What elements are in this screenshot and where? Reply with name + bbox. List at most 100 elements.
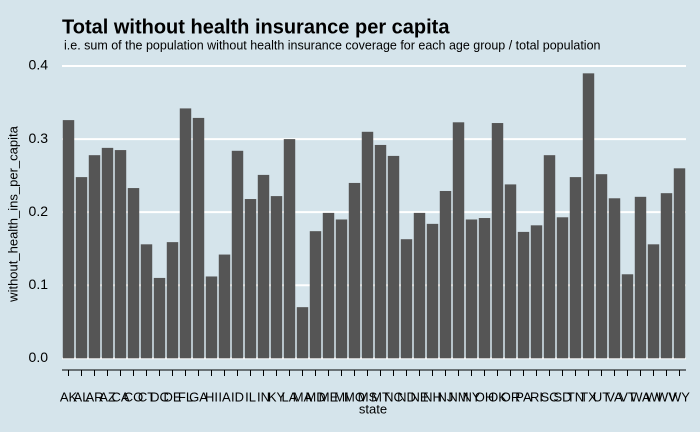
x-tick-label: PA [515, 389, 532, 404]
bar [426, 223, 439, 359]
bar [257, 174, 270, 359]
x-tick-label: WY [669, 389, 690, 404]
x-tick-label: OH [475, 389, 495, 404]
x-tick-label: AR [85, 389, 103, 404]
x-tick-label: TX [580, 389, 597, 404]
x-tick-label: MD [305, 389, 325, 404]
x-tick-label: LA [282, 389, 298, 404]
bar [348, 182, 361, 359]
y-tick-label: 0.4 [29, 57, 49, 73]
y-axis-label: without_health_ins_per_capita [5, 125, 20, 302]
x-tick-label: ME [319, 389, 339, 404]
bar [556, 217, 569, 359]
x-tick-label: MA [293, 389, 313, 404]
x-tick-label: NH [423, 389, 442, 404]
x-tick-label: DC [150, 389, 169, 404]
bar [595, 174, 608, 359]
bar [309, 231, 322, 359]
x-tick-label: WV [656, 389, 677, 404]
bar [140, 244, 153, 359]
x-tick-label: OR [501, 389, 521, 404]
bar [179, 108, 192, 359]
x-tick-label: VA [606, 389, 623, 404]
bar [517, 231, 530, 359]
bar [270, 196, 283, 359]
x-tick-label: WI [646, 389, 662, 404]
bar [647, 244, 660, 359]
x-tick-label: CT [138, 389, 155, 404]
bar [634, 196, 647, 359]
x-tick-label: ND [397, 389, 416, 404]
x-tick-label: SD [553, 389, 571, 404]
bar [387, 155, 400, 359]
bar [218, 254, 231, 359]
x-tick-label: NY [462, 389, 480, 404]
x-tick-label: SC [540, 389, 558, 404]
bar [504, 184, 517, 359]
x-tick-label: OK [488, 389, 507, 404]
x-tick-label: GA [189, 389, 208, 404]
chart-subtitle: i.e. sum of the population without healt… [64, 38, 601, 52]
bar [452, 122, 465, 359]
bar [166, 242, 179, 359]
bar [322, 212, 335, 359]
bar [465, 219, 478, 359]
bar [244, 199, 257, 359]
bar [361, 131, 374, 359]
x-tick-label: NE [410, 389, 428, 404]
bar [491, 123, 504, 359]
bar [101, 147, 114, 359]
bar [569, 177, 582, 359]
x-tick-label: CA [111, 389, 129, 404]
x-tick-label: ID [231, 389, 244, 404]
bar [231, 150, 244, 359]
x-tick-label: HI [205, 389, 218, 404]
bar [114, 150, 127, 359]
x-tick-label: AL [74, 389, 90, 404]
x-tick-label: IA [218, 389, 231, 404]
x-tick-label: IN [257, 389, 270, 404]
x-tick-label: AZ [99, 389, 116, 404]
x-tick-label: NC [384, 389, 403, 404]
x-tick-label: FL [178, 389, 193, 404]
x-tick-label: CO [124, 389, 144, 404]
bar [205, 276, 218, 359]
bar [374, 144, 387, 359]
x-tick-label: RI [530, 389, 543, 404]
y-tick-label: 0.3 [29, 130, 49, 146]
y-tick-label: 0.2 [29, 203, 49, 219]
bar [413, 212, 426, 359]
bar [88, 155, 101, 359]
x-tick-label: WA [630, 389, 651, 404]
bar [127, 188, 140, 359]
x-axis-label: state [359, 401, 387, 416]
bar [660, 193, 673, 359]
x-tick-label: MS [358, 389, 378, 404]
bar [439, 190, 452, 359]
x-tick-label: VT [619, 389, 636, 404]
x-tick-label: NJ [438, 389, 454, 404]
x-tick-label: MO [344, 389, 365, 404]
bar [543, 155, 556, 359]
bar [478, 218, 491, 359]
x-tick-label: AK [60, 389, 78, 404]
x-tick-label: NM [448, 389, 468, 404]
bar [400, 239, 413, 359]
bar [621, 274, 634, 359]
y-tick-label: 0.1 [29, 276, 49, 292]
bar [335, 219, 348, 359]
x-tick-label: KY [268, 389, 286, 404]
bar [62, 120, 75, 359]
x-tick-label: MI [334, 389, 348, 404]
bar [296, 307, 309, 359]
bar [582, 73, 595, 359]
bar [153, 277, 166, 359]
bar [530, 225, 543, 359]
chart-title: Total without health insurance per capit… [62, 16, 450, 38]
y-tick-label: 0.0 [29, 349, 49, 365]
bar [673, 168, 686, 359]
x-tick-label: MT [371, 389, 390, 404]
x-tick-label: DE [163, 389, 181, 404]
bar [283, 139, 296, 359]
